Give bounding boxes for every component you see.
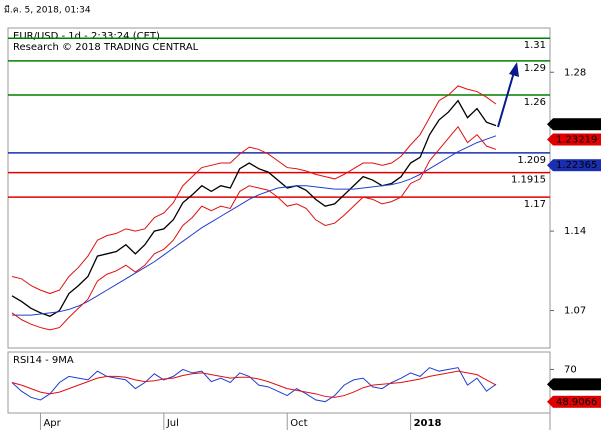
level-label: 1.31 — [524, 40, 546, 51]
price-box — [553, 395, 601, 408]
price-box-pointer — [547, 133, 553, 146]
level-label: 1.26 — [524, 97, 546, 108]
price-box-pointer — [547, 395, 553, 408]
arrow-head — [509, 62, 519, 77]
timestamp: มี.ค. 5, 2018, 01:34 — [4, 5, 91, 16]
level-label: 1.209 — [517, 155, 546, 166]
x-tick-label: Oct — [290, 418, 307, 429]
y-tick-label: 70 — [564, 364, 577, 375]
x-tick-label: Jul — [166, 418, 179, 429]
price-box — [553, 133, 601, 146]
price-label: 48.9066 — [556, 397, 597, 408]
price-label: 1.23332 — [556, 119, 597, 130]
price-box — [553, 378, 601, 391]
price-box-pointer — [547, 159, 553, 172]
price-box-pointer — [547, 118, 553, 131]
chart-title: EUR/USD - 1d - 2:33:24 (CET) — [13, 31, 160, 42]
level-label: 1.1915 — [511, 175, 546, 186]
rsi-title: RSI14 - 9MA — [13, 355, 74, 366]
price-box — [553, 159, 601, 172]
price-box — [553, 118, 601, 131]
indicator-line — [11, 367, 497, 403]
chart-subtitle: Research © 2018 TRADING CENTRAL — [13, 42, 199, 53]
y-tick-label: 1.07 — [564, 306, 586, 317]
price-panel — [7, 27, 551, 349]
price-label: 1.23219 — [556, 135, 597, 146]
price-label: 52.9005 — [556, 379, 597, 390]
level-label: 1.29 — [524, 63, 546, 74]
indicator-line — [11, 370, 497, 398]
indicator-line — [11, 85, 497, 295]
y-tick-label: 1.14 — [564, 226, 586, 237]
level-label: 1.17 — [524, 199, 546, 210]
forecast-arrow — [497, 71, 515, 128]
x-tick-label: Apr — [43, 418, 61, 429]
x-tick-label: 2018 — [414, 418, 442, 429]
price-label: 1.22365 — [556, 160, 597, 171]
price-box-pointer — [547, 378, 553, 391]
y-tick-label: 1.28 — [564, 67, 586, 78]
price-line — [11, 99, 497, 317]
indicator-line — [11, 125, 497, 331]
indicator-line — [12, 135, 497, 316]
